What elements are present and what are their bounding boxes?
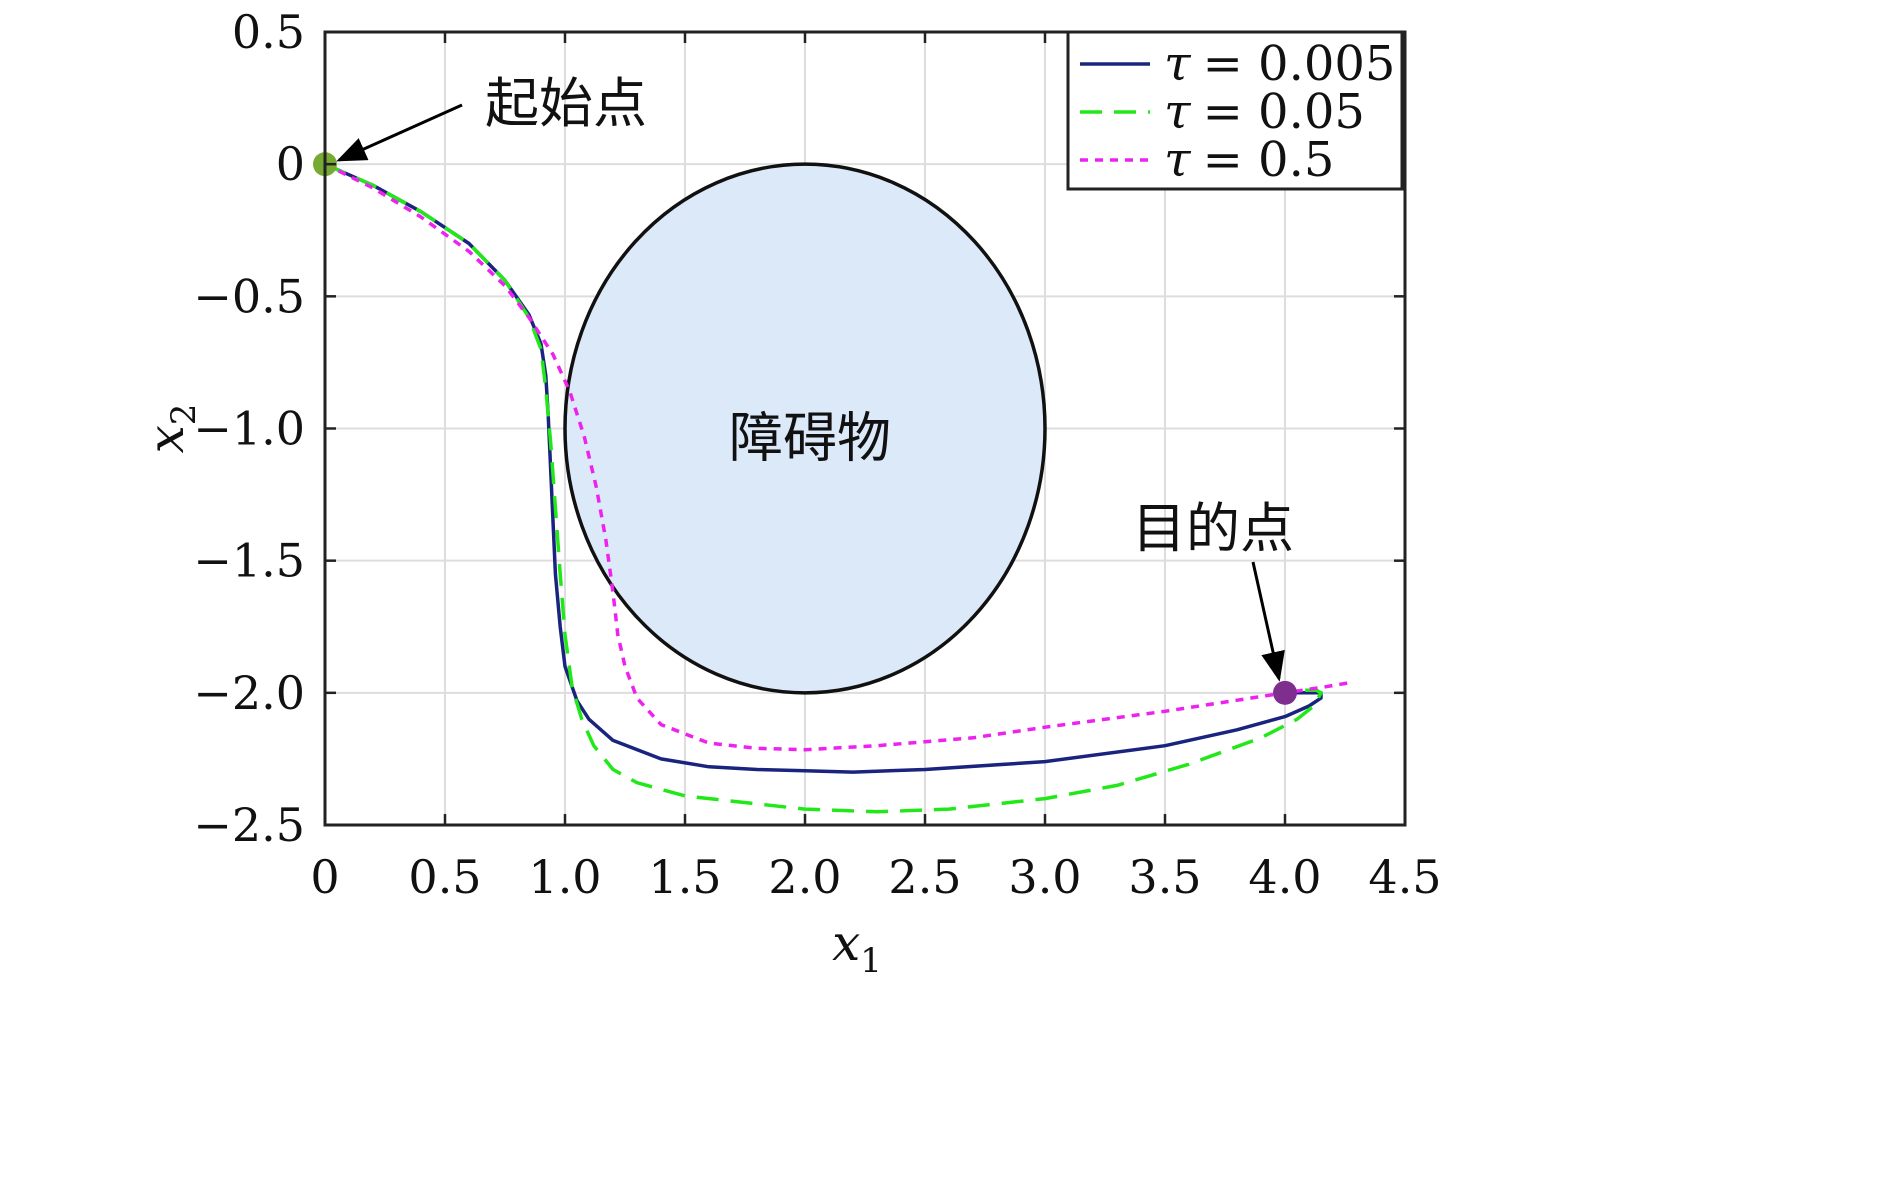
legend-label-tau-1: τ bbox=[1164, 84, 1192, 140]
x-tick-label-0: 0 bbox=[310, 850, 339, 904]
x-tick-label-1: 0.5 bbox=[408, 850, 481, 904]
y-tick-label-5: −2.0 bbox=[193, 666, 305, 720]
y-tick-label-6: −2.5 bbox=[193, 798, 305, 852]
marker-point-1 bbox=[1273, 680, 1297, 705]
legend-label-value-2: = 0.5 bbox=[1203, 132, 1335, 188]
y-tick-label-2: −0.5 bbox=[193, 269, 305, 323]
y-tick-label-4: −1.5 bbox=[193, 534, 305, 588]
legend-label-2: τ = 0.5 bbox=[1164, 132, 1334, 188]
legend-label-tau-0: τ bbox=[1164, 36, 1192, 92]
annotation-label-0: 起始点 bbox=[485, 72, 647, 135]
x-tick-label-9: 4.5 bbox=[1368, 850, 1441, 904]
series-lines bbox=[324, 162, 1353, 814]
obstacle-label: 障碍物 bbox=[729, 407, 891, 470]
x-tick-label-7: 3.5 bbox=[1128, 850, 1201, 904]
annotation-arrow-0 bbox=[336, 103, 463, 162]
x-tick-label-6: 3.0 bbox=[1008, 850, 1081, 904]
tick-labels: 0 0.5 1.0 1.5 2.0 2.5 3.0 3.5 4.0 4.5 0.5 0 −0.5 −1.0… bbox=[193, 5, 1441, 904]
x-tick-label-5: 2.5 bbox=[888, 850, 961, 904]
x-tick-label-2: 1.0 bbox=[528, 850, 601, 904]
legend-label-value-0: = 0.005 bbox=[1203, 36, 1396, 92]
legend-label-tau-2: τ bbox=[1164, 132, 1192, 188]
annotation-arrow-1 bbox=[1251, 561, 1285, 682]
x-tick-label-8: 4.0 bbox=[1248, 850, 1321, 904]
annotation-label-1: 目的点 bbox=[1132, 497, 1294, 560]
x-axis-label-subscript: 1 bbox=[860, 941, 882, 981]
obstacle: 障碍物 bbox=[563, 162, 1047, 695]
y-axis-label-subscript: 2 bbox=[164, 404, 204, 426]
legend-label-value-1: = 0.05 bbox=[1203, 84, 1365, 140]
x-tick-label-3: 1.5 bbox=[648, 850, 721, 904]
series-line-2 bbox=[324, 162, 1353, 752]
y-tick-label-0: 0.5 bbox=[232, 5, 305, 59]
obstacle-ellipse bbox=[563, 162, 1047, 695]
y-tick-label-1: 0 bbox=[276, 137, 305, 191]
legend-label-0: τ = 0.005 bbox=[1164, 36, 1395, 92]
x-tick-label-4: 2.0 bbox=[768, 850, 841, 904]
y-tick-label-3: −1.0 bbox=[193, 402, 305, 456]
legend-label-1: τ = 0.05 bbox=[1164, 84, 1365, 140]
